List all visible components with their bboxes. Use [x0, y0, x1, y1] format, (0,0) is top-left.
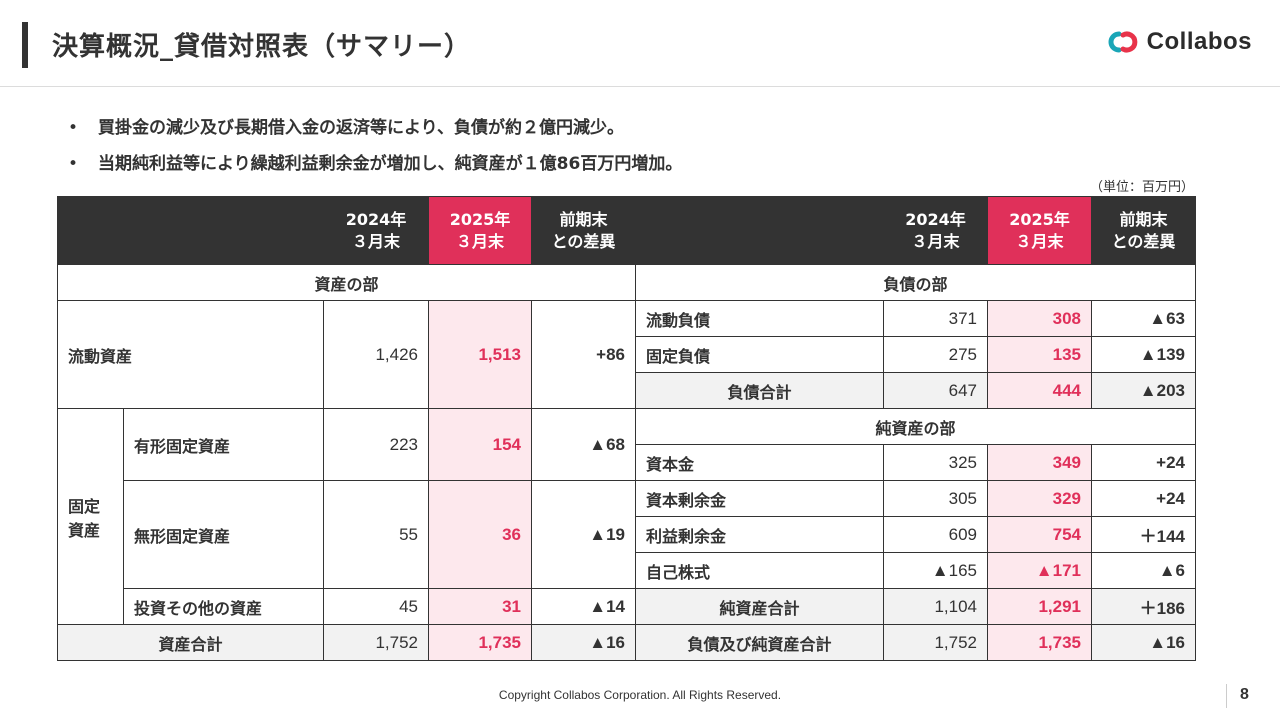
intangible-assets-2025: 36	[428, 480, 532, 589]
retained-earnings-label: 利益剰余金	[635, 516, 884, 553]
treasury-stock-diff: ▲6	[1091, 552, 1196, 589]
header-blank-left	[57, 196, 324, 265]
table-row: 資産の部 負債の部	[57, 264, 1196, 301]
retained-earnings-2025: 754	[987, 516, 1092, 553]
copyright-footer: Copyright Collabos Corporation. All Righ…	[498, 688, 782, 702]
investments-diff: ▲14	[531, 588, 636, 625]
grand-total-diff: ▲16	[1091, 624, 1196, 661]
bullet-dot-icon: •	[68, 118, 79, 138]
capital-2025: 349	[987, 444, 1092, 481]
fixed-liabilities-2025: 135	[987, 336, 1092, 373]
capital-diff: +24	[1091, 444, 1196, 481]
header-diff-left: 前期末 との差異	[531, 196, 636, 265]
header-2024-right: 2024年 ３月末	[883, 196, 988, 265]
bullet-item: • 当期純利益等により繰越利益剰余金が増加し、純資産が１億86百万円増加。	[68, 150, 682, 186]
treasury-stock-label: 自己株式	[635, 552, 884, 589]
table-row: 固定負債 275 135 ▲139	[58, 336, 1196, 373]
net-assets-total-diff: ＋186	[1091, 588, 1196, 625]
header-2024-left: 2024年 ３月末	[323, 196, 429, 265]
table-row: 投資その他の資産 45 31 ▲14 純資産合計 1,104 1,291 ＋18…	[58, 588, 1196, 625]
treasury-stock-2024: ▲165	[883, 552, 988, 589]
net-assets-section-header: 純資産の部	[635, 408, 1196, 445]
capital-label: 資本金	[635, 444, 884, 481]
header-diff-right: 前期末 との差異	[1091, 196, 1196, 265]
header-2025-right: 2025年 ３月末	[987, 196, 1092, 265]
current-liabilities-diff: ▲63	[1091, 300, 1196, 337]
table-header-row: 2024年 ３月末 2025年 ３月末 前期末 との差異 2024年 ３月末 2025年…	[57, 196, 1196, 265]
current-assets-2025: 1,513	[428, 300, 532, 409]
liabilities-total-2025: 444	[987, 372, 1092, 409]
tangible-assets-2025: 154	[428, 408, 532, 481]
current-assets-2024: 1,426	[323, 300, 429, 409]
assets-total-label: 資産合計	[57, 624, 324, 661]
bullet-item: • 買掛金の減少及び長期借入金の返済等により、負債が約２億円減少。	[68, 114, 682, 150]
net-assets-total-2025: 1,291	[987, 588, 1092, 625]
current-liabilities-2025: 308	[987, 300, 1092, 337]
fixed-liabilities-label: 固定負債	[635, 336, 884, 373]
current-liabilities-label: 流動負債	[635, 300, 884, 337]
title-accent-bar	[22, 22, 28, 68]
current-liabilities-2024: 371	[883, 300, 988, 337]
table-row: 流動資産 1,426 1,513 +86 流動負債 371 308 ▲63	[57, 300, 1196, 409]
table-row: 固定 資産 有形固定資産 223 154 ▲68 純資産の部	[57, 408, 1196, 625]
tangible-assets-diff: ▲68	[531, 408, 636, 481]
assets-section-header: 資産の部	[57, 264, 636, 301]
logo-text: Collabos	[1146, 28, 1252, 55]
current-assets-label: 流動資産	[57, 300, 324, 409]
table-row: 負債合計 647 444 ▲203	[58, 372, 1196, 409]
treasury-stock-2025: ▲171	[987, 552, 1092, 589]
unit-note: （単位：百万円）	[1089, 180, 1194, 195]
table-row: 資本金 325 349 +24	[58, 444, 1196, 481]
capital-surplus-2024: 305	[883, 480, 988, 517]
grand-total-2024: 1,752	[883, 624, 988, 661]
net-assets-total-label: 純資産合計	[635, 588, 884, 625]
capital-surplus-diff: +24	[1091, 480, 1196, 517]
header-divider	[0, 86, 1280, 87]
fixed-liabilities-2024: 275	[883, 336, 988, 373]
intangible-assets-2024: 55	[323, 480, 429, 589]
table-row: 自己株式 ▲165 ▲171 ▲6	[58, 552, 1196, 589]
liabilities-total-diff: ▲203	[1091, 372, 1196, 409]
page-number: 8	[1240, 686, 1249, 703]
tangible-assets-2024: 223	[323, 408, 429, 481]
table-row: 無形固定資産 55 36 ▲19 資本剰余金 305 329 +24	[58, 480, 1196, 589]
header-2025-left: 2025年 ３月末	[428, 196, 532, 265]
liabilities-section-header: 負債の部	[635, 264, 1196, 301]
grand-total-label: 負債及び純資産合計	[635, 624, 884, 661]
intangible-assets-diff: ▲19	[531, 480, 636, 589]
grand-total-2025: 1,735	[987, 624, 1092, 661]
capital-2024: 325	[883, 444, 988, 481]
retained-earnings-2024: 609	[883, 516, 988, 553]
current-assets-diff: +86	[531, 300, 636, 409]
tangible-assets-label: 有形固定資産	[123, 408, 324, 481]
intangible-assets-label: 無形固定資産	[123, 480, 324, 589]
fixed-liabilities-diff: ▲139	[1091, 336, 1196, 373]
balance-sheet-table: 2024年 ３月末 2025年 ３月末 前期末 との差異 2024年 ３月末 2025年…	[57, 196, 1196, 661]
summary-bullets: • 買掛金の減少及び長期借入金の返済等により、負債が約２億円減少。 • 当期純利益等…	[68, 114, 682, 186]
page-title: 決算概況_貸借対照表（サマリー）	[52, 32, 472, 62]
assets-total-2024: 1,752	[323, 624, 429, 661]
liabilities-total-label: 負債合計	[635, 372, 884, 409]
capital-surplus-label: 資本剰余金	[635, 480, 884, 517]
bullet-dot-icon: •	[68, 154, 79, 174]
company-logo: Collabos	[1103, 28, 1252, 56]
investments-label: 投資その他の資産	[123, 588, 324, 625]
table-row: 利益剰余金 609 754 ＋144	[58, 516, 1196, 553]
table-row: 資産合計 1,752 1,735 ▲16 負債及び純資産合計 1,752 1,7…	[57, 624, 1196, 661]
footer-divider	[1226, 684, 1227, 708]
assets-total-2025: 1,735	[428, 624, 532, 661]
investments-2024: 45	[323, 588, 429, 625]
liabilities-total-2024: 647	[883, 372, 988, 409]
collabos-logo-icon	[1108, 31, 1137, 53]
fixed-assets-label: 固定 資産	[57, 408, 124, 625]
investments-2025: 31	[428, 588, 532, 625]
net-assets-total-2024: 1,104	[883, 588, 988, 625]
retained-earnings-diff: ＋144	[1091, 516, 1196, 553]
header-blank-right	[635, 196, 884, 265]
assets-total-diff: ▲16	[531, 624, 636, 661]
capital-surplus-2025: 329	[987, 480, 1092, 517]
